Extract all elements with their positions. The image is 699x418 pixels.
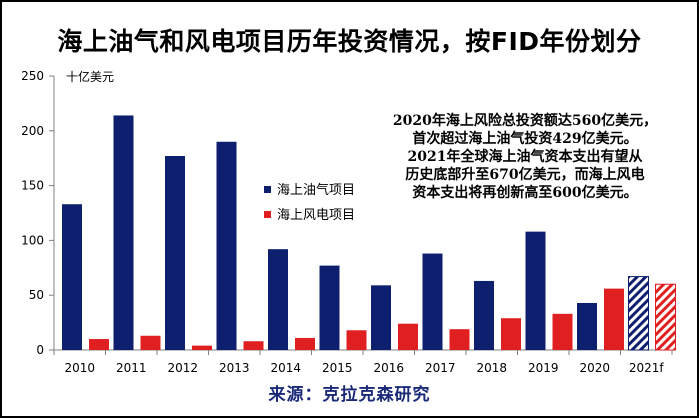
oil-gas-bar: [268, 249, 288, 350]
y-tick-label: 150: [21, 179, 44, 193]
oil-gas-bar: [216, 141, 237, 350]
wind-bar: [295, 337, 315, 350]
oil-gas-bar: [62, 204, 82, 350]
oil-gas-bar: [422, 253, 443, 350]
x-tick-label: 2014: [270, 361, 301, 375]
wind-bar: [89, 339, 109, 350]
oil-gas-bar: [319, 265, 340, 350]
x-tick-label: 2019: [528, 361, 559, 375]
oil-gas-bar: [371, 285, 391, 350]
x-tick-label: 2011: [116, 361, 147, 375]
oil-gas-bar: [628, 276, 649, 351]
y-tick-label: 200: [21, 124, 44, 138]
x-tick-label: 2015: [322, 361, 353, 375]
wind-bar: [501, 318, 521, 350]
y-tick-label: 100: [21, 233, 44, 247]
oil-gas-bar: [577, 302, 597, 350]
legend-label: 海上风电项目: [277, 208, 355, 223]
legend-swatch: [264, 186, 271, 193]
bars: [62, 115, 676, 351]
x-tick-label: 2016: [373, 361, 404, 375]
x-tick-label: 2021f: [629, 361, 665, 375]
x-tick-label: 2012: [167, 361, 198, 375]
legend-swatch: [264, 211, 271, 218]
annotation-line: 首次超过海上油气投资429亿美元。: [412, 131, 638, 147]
x-tick-label: 2017: [425, 361, 456, 375]
x-tick-label: 2010: [64, 361, 95, 375]
wind-bar: [655, 283, 676, 351]
wind-bar: [346, 330, 367, 350]
annotation-line: 2020年海上风险总投资额达560亿美元，: [392, 113, 658, 129]
chart-title: 海上油气和风电项目历年投资情况，按FID年份划分: [57, 27, 642, 56]
wind-bar: [398, 323, 418, 350]
oil-gas-bar: [474, 280, 494, 350]
unit-label: 十亿美元: [66, 70, 115, 84]
annotation-line: 历史底部升至670亿美元，而海上风电: [405, 167, 645, 183]
wind-bar: [243, 341, 264, 350]
x-tick-label: 2018: [476, 361, 507, 375]
wind-bar: [449, 329, 470, 350]
annotation-line: 资本支出将再创新高至600亿美元。: [412, 185, 638, 201]
oil-gas-bar: [113, 115, 134, 351]
oil-gas-bar: [165, 156, 185, 350]
y-tick-label: 50: [29, 288, 44, 302]
legend-label: 海上油气项目: [277, 182, 355, 198]
annotation-text: 2020年海上风险总投资额达560亿美元， 首次超过海上油气投资429亿美元。 …: [362, 112, 688, 202]
axes: 0 50 100 150 200 250 2010 2011 2012 2013 2014 2015 2…: [21, 69, 673, 375]
wind-bar: [140, 335, 161, 350]
x-tick-label: 2013: [219, 361, 250, 375]
annotation-line: 2021年全球海上油气资本支出有望从: [407, 149, 643, 165]
y-tick-label: 0: [36, 343, 44, 357]
wind-bar: [192, 345, 212, 350]
wind-bar: [552, 313, 573, 350]
wind-bar: [604, 288, 624, 350]
x-tick-label: 2020: [579, 361, 610, 375]
y-tick-label: 250: [21, 69, 44, 83]
source-note: 来源：克拉克森研究: [268, 385, 431, 405]
oil-gas-bar: [525, 231, 546, 350]
